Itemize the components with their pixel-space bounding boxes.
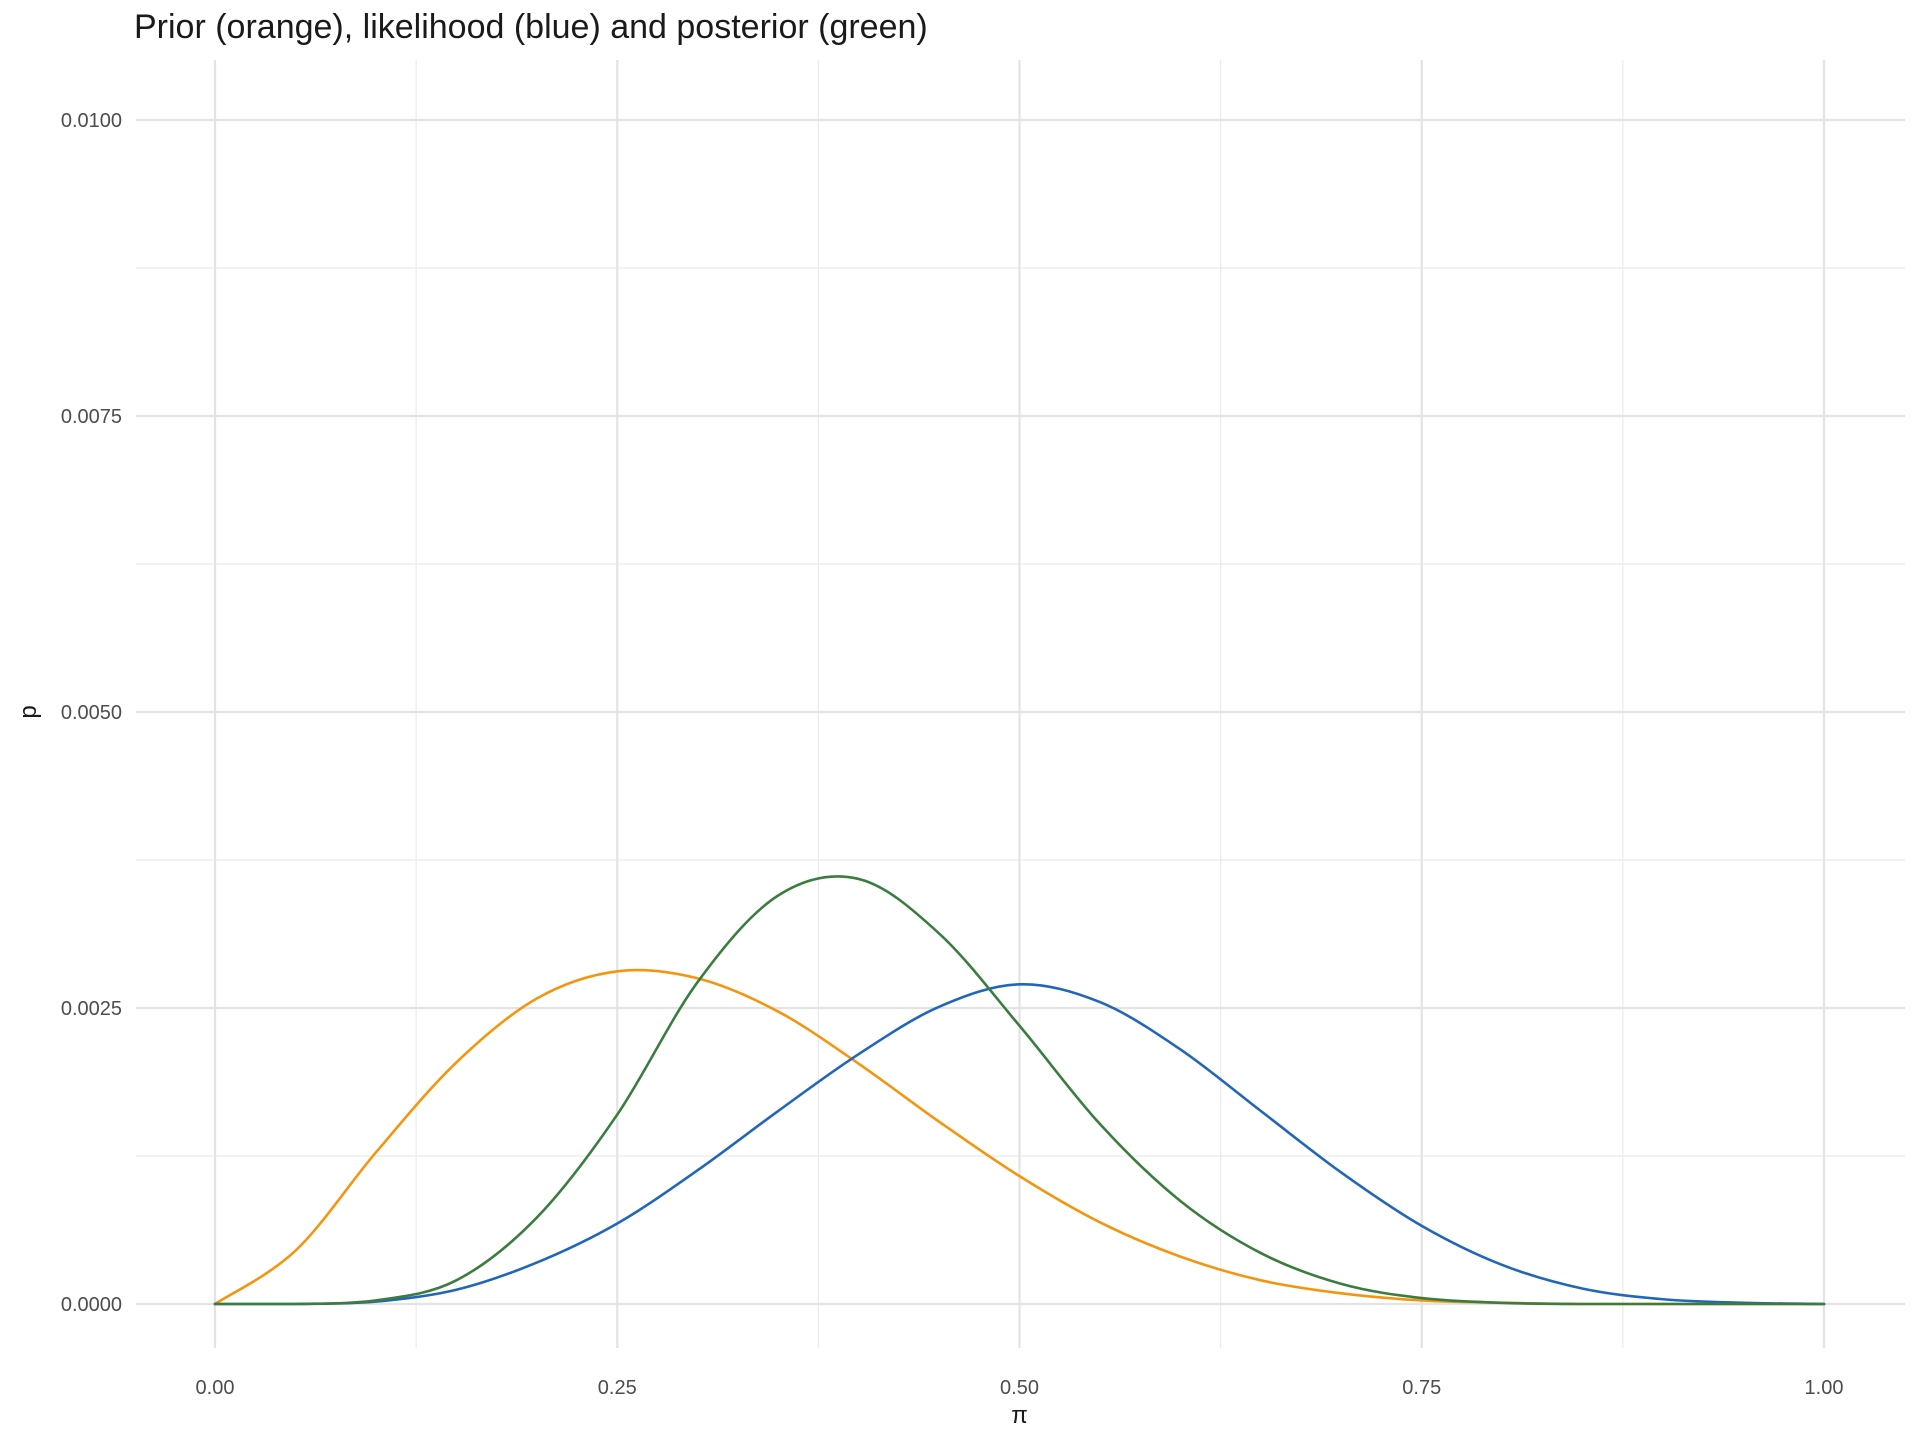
y-tick-label: 0.0075 [61,406,122,428]
y-tick-label: 0.0025 [61,998,122,1020]
y-axis-title: p [15,705,42,718]
x-tick-label: 0.25 [598,1377,637,1399]
y-tick-label: 0.0100 [61,110,122,132]
y-tick-labels: 0.0000 0.0025 0.0050 0.0075 0.0100 [61,110,122,1316]
y-tick-label: 0.0000 [61,1294,122,1316]
y-tick-label: 0.0050 [61,702,122,724]
x-tick-label: 0.00 [196,1377,235,1399]
major-gridlines [136,60,1905,1348]
series-line-3 [213,875,1826,1306]
series-lines [213,875,1826,1306]
series-line-2 [213,983,1826,1306]
chart-title: Prior (orange), likelihood (blue) and po… [134,8,928,46]
x-tick-label: 0.75 [1402,1377,1441,1399]
x-axis-title: π [1011,1402,1028,1429]
x-tick-labels: 0.00 0.25 0.50 0.75 1.00 [196,1377,1844,1399]
x-tick-label: 0.50 [1000,1377,1039,1399]
x-tick-label: 1.00 [1805,1377,1844,1399]
